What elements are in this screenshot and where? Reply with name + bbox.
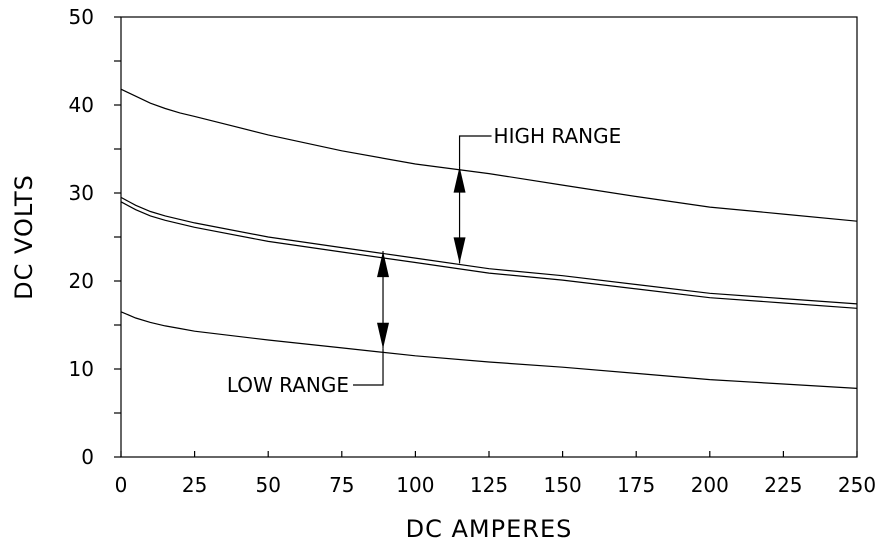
x-tick-label: 125 bbox=[470, 473, 508, 497]
y-tick-label: 30 bbox=[69, 181, 94, 205]
y-tick-labels: 0 10 20 30 40 50 bbox=[69, 5, 94, 469]
x-tick-label: 200 bbox=[691, 473, 729, 497]
x-tick-label: 75 bbox=[329, 473, 354, 497]
label-leader bbox=[353, 348, 384, 386]
series-line bbox=[120, 311, 858, 389]
arrowhead bbox=[453, 166, 466, 193]
x-tick-label: 50 bbox=[255, 473, 280, 497]
x-tick-label: 100 bbox=[396, 473, 434, 497]
x-tick-label: 150 bbox=[544, 473, 582, 497]
series-lines bbox=[120, 88, 858, 389]
y-tick-label: 10 bbox=[69, 357, 94, 381]
x-tick-label: 225 bbox=[764, 473, 802, 497]
x-tick-label: 175 bbox=[617, 473, 655, 497]
series-line bbox=[120, 196, 858, 305]
y-tick-label: 0 bbox=[81, 445, 94, 469]
y-tick-label: 40 bbox=[69, 93, 94, 117]
arrowhead bbox=[377, 322, 390, 349]
series-line bbox=[120, 201, 858, 309]
x-tick-label: 0 bbox=[115, 473, 128, 497]
series-line bbox=[120, 88, 858, 222]
x-tick-labels: 0 25 50 75 100 125 150 175 200 225 250 bbox=[115, 473, 876, 497]
high-range-label: HIGH RANGE bbox=[494, 124, 622, 148]
low-range-label: LOW RANGE bbox=[227, 373, 349, 397]
x-axis-title: DC AMPERES bbox=[406, 515, 573, 543]
x-tick-label: 25 bbox=[182, 473, 207, 497]
y-tick-label: 20 bbox=[69, 269, 94, 293]
y-axis-title: DC VOLTS bbox=[10, 174, 38, 300]
arrowhead bbox=[377, 251, 390, 278]
y-tick-label: 50 bbox=[69, 5, 94, 29]
arrowhead bbox=[453, 237, 466, 264]
range-annotations: HIGH RANGE LOW RANGE bbox=[227, 124, 621, 397]
label-leader bbox=[458, 135, 492, 167]
axis-ticks bbox=[114, 16, 858, 458]
x-tick-label: 250 bbox=[838, 473, 876, 497]
